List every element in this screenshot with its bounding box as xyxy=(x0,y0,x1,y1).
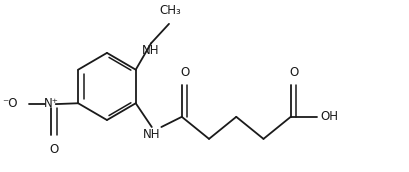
Text: N⁺: N⁺ xyxy=(43,97,58,110)
Text: OH: OH xyxy=(320,110,338,123)
Text: O: O xyxy=(49,143,58,156)
Text: NH: NH xyxy=(143,128,160,141)
Text: CH₃: CH₃ xyxy=(159,4,181,17)
Text: O: O xyxy=(180,66,189,79)
Text: NH: NH xyxy=(142,44,160,57)
Text: O: O xyxy=(288,66,297,79)
Text: ⁻O: ⁻O xyxy=(2,97,18,110)
